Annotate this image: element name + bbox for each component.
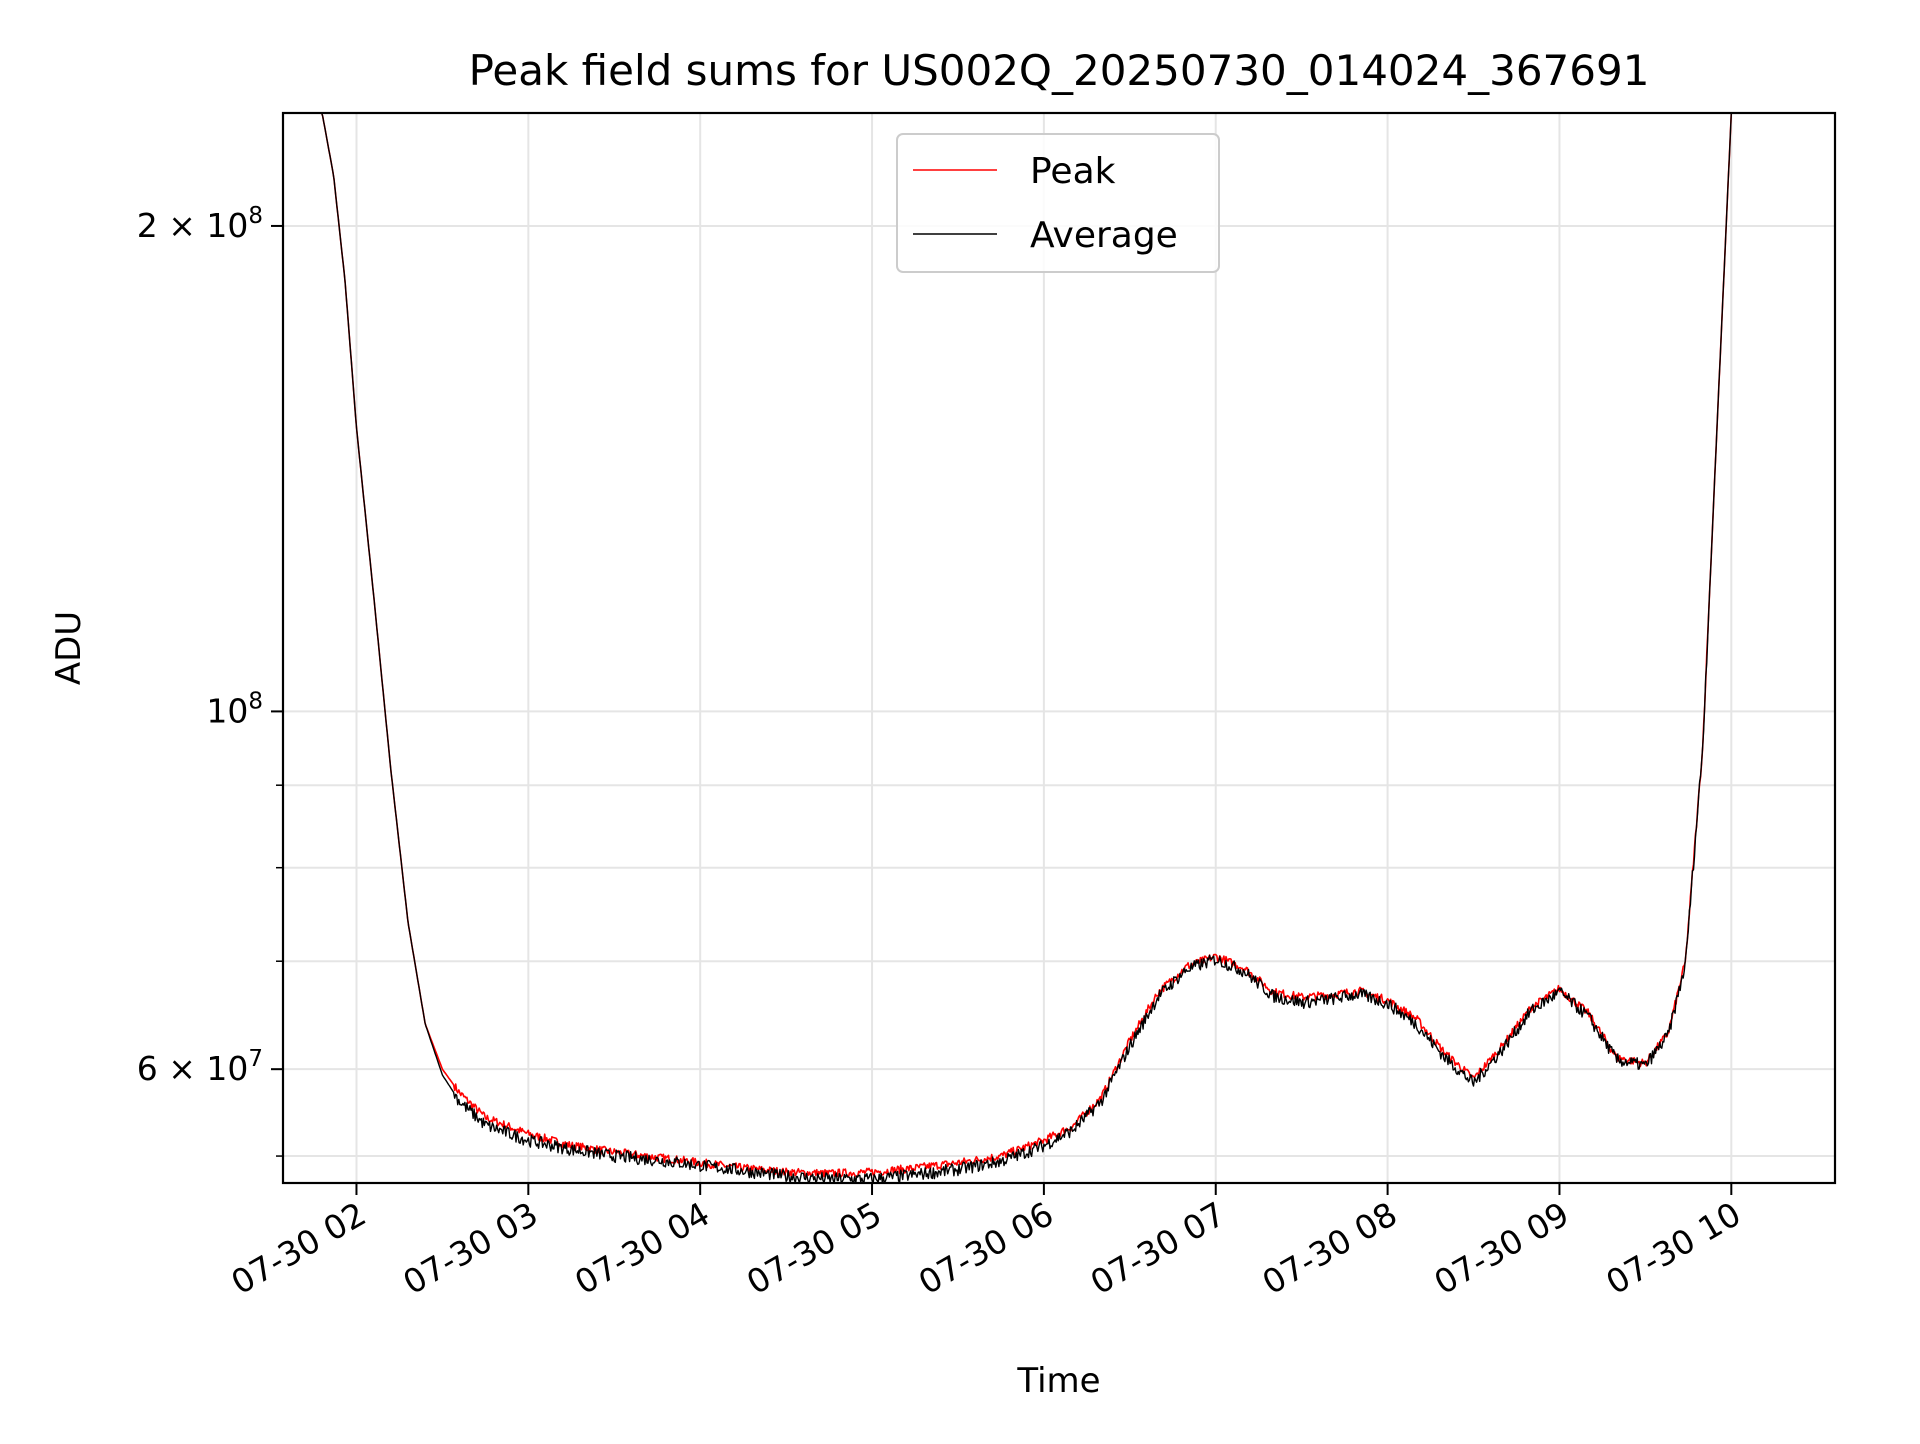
x-axis-title: Time xyxy=(1016,1361,1100,1401)
series-lines xyxy=(299,113,1733,1183)
legend: Peak Average xyxy=(896,133,1220,273)
y-tick-label: 6 × 107 xyxy=(137,1046,263,1088)
chart-title: Peak field sums for US002Q_20250730_0140… xyxy=(469,46,1650,95)
series-line-average xyxy=(299,113,1732,1183)
y-tick-base: 10 xyxy=(206,206,248,245)
legend-label-average: Average xyxy=(1030,215,1178,256)
y-tick-exponent: 8 xyxy=(248,203,263,229)
y-tick-base: 10 xyxy=(206,691,248,730)
y-tick-base: 2 × xyxy=(137,206,207,245)
y-tick-base: 6 × xyxy=(137,1049,207,1088)
y-tick-label: 108 xyxy=(206,688,263,730)
y-tick-exponent: 7 xyxy=(248,1046,263,1072)
y-tick-base: 10 xyxy=(206,1049,248,1088)
y-tick-label: 2 × 108 xyxy=(137,203,263,245)
legend-box xyxy=(896,133,1220,273)
legend-label-peak: Peak xyxy=(1030,151,1116,192)
plot-frame xyxy=(281,111,1837,1185)
y-axis-title: ADU xyxy=(49,611,89,685)
y-tick-exponent: 8 xyxy=(248,688,263,714)
